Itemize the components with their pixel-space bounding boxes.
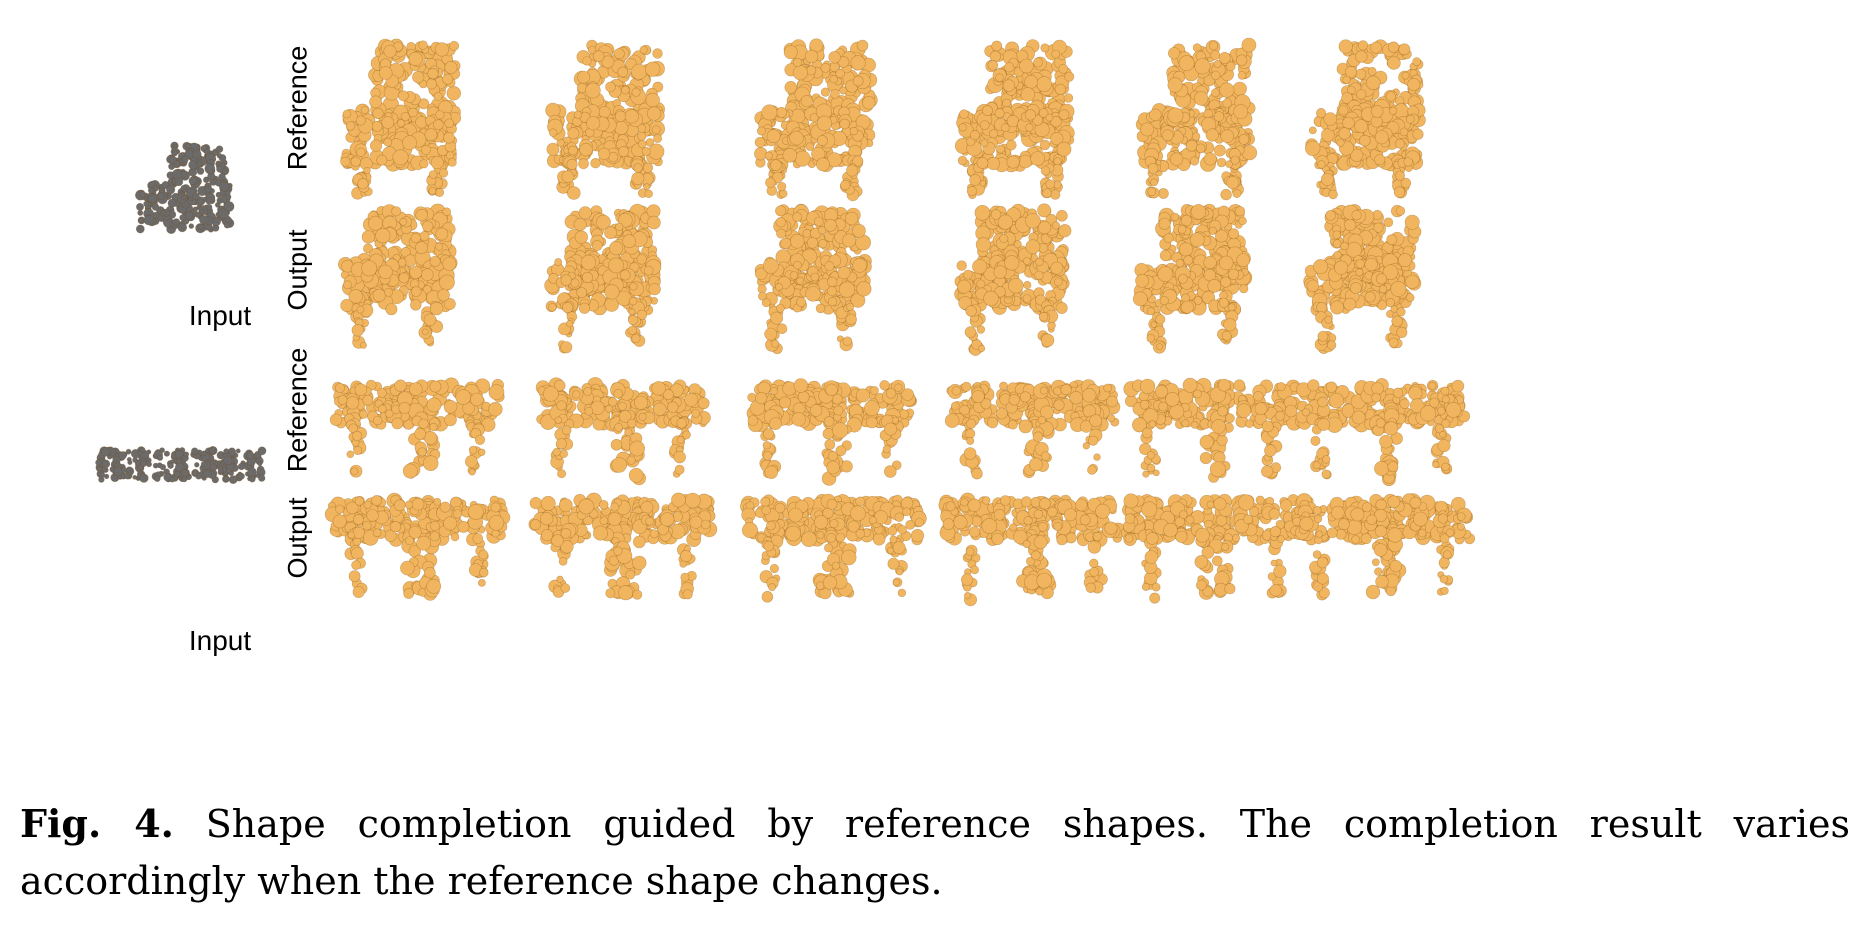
row-label-table-output: Output <box>282 497 313 579</box>
table-reference-4 <box>944 379 1121 480</box>
chair-output-1 <box>337 203 458 349</box>
figure-panel: Input Input Reference Output Reference O… <box>95 37 1476 656</box>
row-label-chair-output: Output <box>282 229 313 311</box>
chair-output-3 <box>754 203 872 355</box>
table-output-3 <box>740 493 927 603</box>
chair-reference-6 <box>1304 39 1426 200</box>
input-table-partial-cloud <box>95 446 267 484</box>
table-output-6 <box>1291 493 1476 601</box>
caption-text: Shape completion guided by reference sha… <box>20 802 1850 903</box>
table-output-4 <box>938 492 1126 607</box>
chair-reference-2 <box>545 39 666 200</box>
chair-reference-3 <box>754 38 878 202</box>
input-label-tables: Input <box>188 625 252 656</box>
table-output-5 <box>1120 493 1305 604</box>
input-chair-partial-cloud <box>135 141 235 235</box>
chair-output-6 <box>1303 204 1422 354</box>
chair-reference-4 <box>954 39 1075 200</box>
chair-output-2 <box>544 203 662 354</box>
input-label-chairs: Input <box>188 300 252 331</box>
table-reference-2 <box>535 377 711 486</box>
table-reference-3 <box>746 378 917 486</box>
row-label-chair-reference: Reference <box>282 45 313 171</box>
chair-reference-5 <box>1135 37 1258 201</box>
row-label-table-reference: Reference <box>282 347 313 473</box>
shapes-canvas <box>95 37 1476 607</box>
chair-output-4 <box>954 203 1072 356</box>
chair-reference-1 <box>340 38 462 200</box>
table-output-1 <box>324 492 511 601</box>
table-reference-5 <box>1123 377 1302 483</box>
caption-fig-number: Fig. 4. <box>20 801 174 846</box>
figure-caption: Fig. 4. Shape completion guided by refer… <box>20 795 1850 910</box>
table-output-2 <box>528 492 718 601</box>
table-reference-6 <box>1295 378 1471 487</box>
table-reference-1 <box>329 377 505 479</box>
chair-output-5 <box>1132 203 1253 354</box>
